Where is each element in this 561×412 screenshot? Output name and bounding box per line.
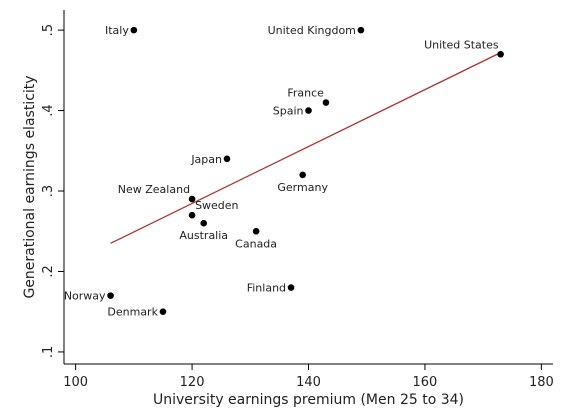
data-point [223,155,231,163]
data-points: Italy United Kingdom United States France Sp… [64,24,504,319]
data-point-label: Spain [273,105,304,118]
data-point [188,211,196,219]
x-tick-label: 140 [296,375,321,390]
data-point [305,107,312,114]
data-point-label: Italy [105,24,129,37]
y-tick-label: .4 [41,104,56,116]
data-point [107,292,114,299]
data-point-label: Norway [64,290,106,303]
data-point-label: United Kingdom [268,24,356,37]
axes: 100 120 140 160 180 .1 .2 .3 .4 .5 [41,10,554,390]
data-point-label: Japan [190,153,222,166]
x-tick-label: 100 [63,375,88,390]
data-point-label: New Zealand [118,183,190,196]
x-tick-label: 180 [529,375,554,390]
x-tick-label: 160 [413,375,438,390]
y-tick-label: .1 [41,346,56,358]
fit-line [110,52,501,244]
y-tick-label: .3 [41,185,56,197]
y-tick-label: .5 [41,24,56,36]
x-tick-label: 120 [180,375,205,390]
data-point [130,26,138,34]
data-point [322,99,330,106]
y-axis-title: Generational earnings elasticity [22,75,38,298]
data-point-label: United States [424,38,499,51]
data-point [200,219,208,227]
data-point [497,50,504,58]
y-tick-label: .2 [41,265,56,277]
data-point [299,171,306,179]
data-point [357,26,365,34]
data-point-label: Denmark [107,306,158,319]
data-point-label: Canada [235,237,277,250]
data-point-label: Germany [277,181,328,194]
x-axis-title: University earnings premium (Men 25 to 3… [153,392,464,408]
data-point [188,195,196,203]
data-point-label: Australia [179,229,228,242]
data-point [159,308,167,316]
data-point-label: Finland [247,282,286,295]
data-point [287,284,295,291]
data-point-label: France [287,87,324,100]
fit-line-group [110,52,501,244]
data-point-label: Sweden [195,199,238,212]
data-point [252,227,260,235]
